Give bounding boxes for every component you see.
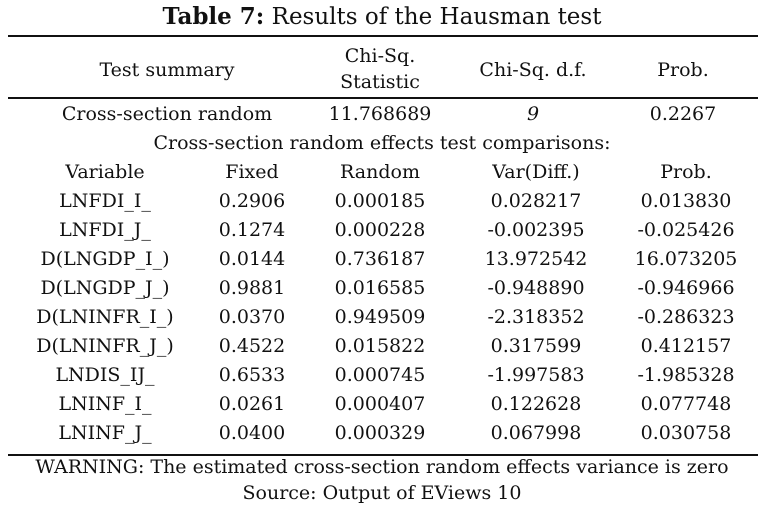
- cell-variable: D(LNGDP_J_): [40, 277, 170, 299]
- bottom-rule: [8, 454, 758, 456]
- cell-variable: LNFDI_I_: [59, 190, 151, 212]
- comparisons-header-var-diff: Var(Diff.): [492, 161, 580, 183]
- cell-var-diff: 0.067998: [490, 422, 582, 444]
- cell-var-diff: 13.972542: [484, 248, 588, 270]
- cell-variable: LNDIS_IJ_: [55, 364, 155, 386]
- cell-prob: -0.025426: [637, 219, 735, 241]
- cell-prob: -1.985328: [637, 364, 735, 386]
- cell-var-diff: 0.028217: [490, 190, 582, 212]
- cell-random: 0.736187: [334, 248, 426, 270]
- cell-fixed: 0.6533: [218, 364, 286, 386]
- cell-random: 0.016585: [334, 277, 426, 299]
- cell-prob: 0.412157: [640, 335, 732, 357]
- cell-random: 0.000745: [334, 364, 426, 386]
- cell-fixed: 0.9881: [218, 277, 286, 299]
- cell-var-diff: -2.318352: [487, 306, 585, 328]
- cell-fixed: 0.0261: [218, 393, 286, 415]
- header-rule: [8, 97, 758, 99]
- summary-header-test: Test summary: [99, 59, 235, 81]
- summary-test-name: Cross-section random: [61, 103, 273, 125]
- cell-fixed: 0.0144: [218, 248, 286, 270]
- cell-variable: D(LNINFR_J_): [36, 335, 174, 357]
- warning-note: WARNING: The estimated cross-section ran…: [35, 456, 729, 478]
- table-title-text: Results of the Hausman test: [271, 4, 602, 30]
- table-number: Table 7:: [162, 3, 265, 30]
- cell-fixed: 0.4522: [218, 335, 286, 357]
- source-note: Source: Output of EViews 10: [242, 482, 522, 504]
- table-title: Table 7: Results of the Hausman test: [0, 2, 764, 32]
- cell-variable: LNFDI_J_: [59, 219, 151, 241]
- cell-fixed: 0.0370: [218, 306, 286, 328]
- cell-prob: -0.286323: [637, 306, 735, 328]
- cell-var-diff: -1.997583: [487, 364, 585, 386]
- comparisons-header-prob: Prob.: [660, 161, 712, 183]
- cell-var-diff: -0.948890: [487, 277, 585, 299]
- cell-variable: D(LNINFR_I_): [36, 306, 174, 328]
- summary-header-df: Chi-Sq. d.f.: [479, 59, 587, 81]
- cell-var-diff: 0.122628: [490, 393, 582, 415]
- cell-random: 0.949509: [334, 306, 426, 328]
- cell-prob: -0.946966: [637, 277, 735, 299]
- comparisons-header-fixed: Fixed: [225, 161, 279, 183]
- cell-variable: D(LNGDP_I_): [40, 248, 170, 270]
- cell-variable: LNINF_I_: [58, 393, 152, 415]
- cell-variable: LNINF_J_: [58, 422, 152, 444]
- cell-random: 0.000329: [334, 422, 426, 444]
- cell-prob: 16.073205: [634, 248, 738, 270]
- cell-random: 0.000228: [334, 219, 426, 241]
- comparisons-caption: Cross-section random effects test compar…: [153, 132, 611, 154]
- cell-fixed: 0.2906: [218, 190, 286, 212]
- cell-random: 0.000407: [334, 393, 426, 415]
- cell-random: 0.015822: [334, 335, 426, 357]
- cell-fixed: 0.1274: [218, 219, 286, 241]
- comparisons-header-variable: Variable: [65, 161, 145, 183]
- summary-prob-value: 0.2267: [649, 103, 717, 125]
- top-rule: [8, 35, 758, 37]
- summary-chisq-value: 11.768689: [328, 103, 432, 125]
- cell-random: 0.000185: [334, 190, 426, 212]
- summary-header-chisq: Chi-Sq. Statistic: [340, 45, 420, 93]
- comparisons-header-random: Random: [340, 161, 420, 183]
- cell-prob: 0.030758: [640, 422, 732, 444]
- cell-prob: 0.077748: [640, 393, 732, 415]
- cell-fixed: 0.0400: [218, 422, 286, 444]
- summary-header-prob: Prob.: [657, 59, 709, 81]
- cell-prob: 0.013830: [640, 190, 732, 212]
- cell-var-diff: -0.002395: [487, 219, 585, 241]
- summary-df-value: 9: [526, 103, 540, 125]
- cell-var-diff: 0.317599: [490, 335, 582, 357]
